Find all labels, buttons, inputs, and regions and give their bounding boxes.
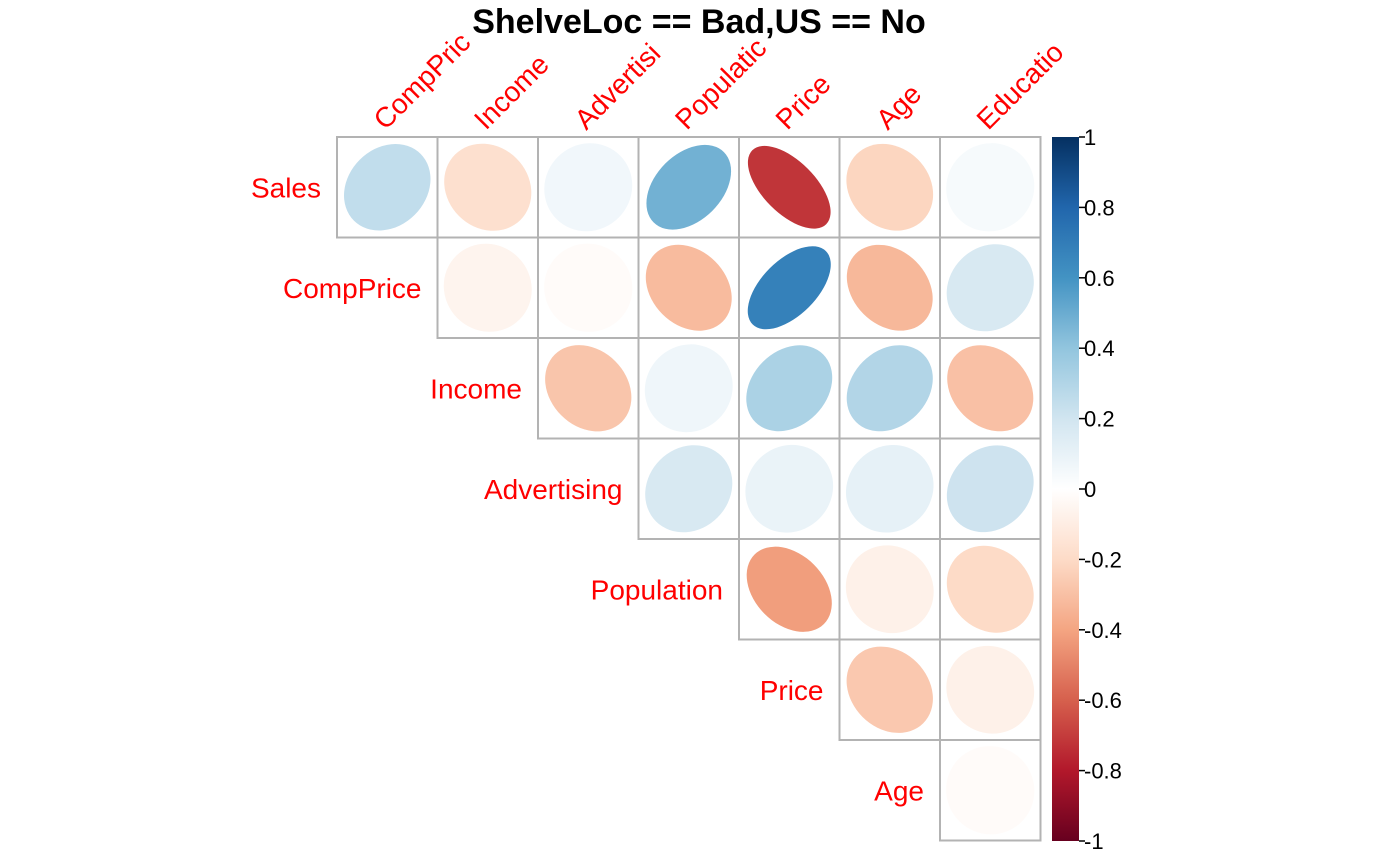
colorbar-tick-label: -0.2 (1084, 547, 1122, 572)
correlation-ellipse (444, 143, 532, 231)
correlation-ellipse (746, 345, 833, 432)
correlation-cells (336, 136, 1042, 842)
colorbar-tick-label: -1 (1084, 829, 1104, 854)
correlation-ellipse (846, 345, 933, 432)
colorbar-tick-label: 0.2 (1084, 407, 1115, 432)
colorbar-tick-label: 0.6 (1084, 266, 1115, 291)
correlation-ellipse (846, 646, 933, 733)
correlation-ellipse (946, 645, 1035, 734)
colorbar-gradient (1052, 137, 1079, 841)
column-label: Advertisi (569, 37, 667, 135)
correlation-ellipse (845, 545, 934, 634)
correlation-ellipse (645, 445, 733, 533)
column-label: CompPric (368, 26, 477, 135)
column-label: Income (468, 48, 555, 135)
correlation-ellipse (846, 244, 933, 331)
correlation-ellipse (344, 144, 431, 231)
colorbar-tick-label: 0 (1084, 477, 1096, 502)
correlation-ellipse (946, 445, 1034, 533)
row-label: Population (591, 574, 723, 605)
correlation-ellipse (645, 244, 732, 331)
row-label: Income (430, 373, 522, 404)
row-label: Advertising (484, 474, 623, 505)
row-labels: Sales CompPrice Income Advertising Populatio… (251, 172, 924, 806)
correlation-ellipse (946, 545, 1034, 633)
correlation-ellipse (947, 345, 1034, 432)
correlation-ellipse (545, 345, 632, 432)
colorbar-tick-label: 0.4 (1084, 336, 1115, 361)
column-label: Populatic (669, 32, 772, 135)
row-label: Sales (251, 172, 321, 203)
correlation-ellipse (746, 546, 832, 632)
column-label: Educatio (971, 36, 1070, 135)
colorbar-tick-label: -0.8 (1084, 759, 1122, 784)
chart-title: ShelveLoc == Bad,US == No (472, 3, 926, 41)
correlation-ellipse (747, 246, 831, 330)
row-label: Price (760, 675, 824, 706)
correlation-ellipse (646, 144, 732, 230)
correlation-ellipse (946, 244, 1034, 332)
colorbar-tick-label: -0.4 (1084, 618, 1122, 643)
row-label: Age (874, 775, 924, 806)
correlation-ellipse (946, 746, 1035, 835)
colorbar-tick-label: 1 (1084, 125, 1096, 150)
color-legend: 1 0.8 0.6 0.4 0.2 0 -0.2 -0.4 -0.6 -0.8 -1 (1052, 125, 1122, 854)
column-label: Age (870, 78, 927, 135)
correlation-ellipse (946, 143, 1035, 232)
correlation-ellipse (747, 145, 831, 229)
correlation-ellipse (845, 444, 934, 533)
correlation-ellipse (644, 344, 733, 433)
correlation-ellipse (544, 143, 633, 232)
correlation-ellipse (544, 243, 633, 332)
colorbar-tick-label: 0.8 (1084, 195, 1115, 220)
correlation-ellipse (443, 243, 532, 332)
column-label: Price (770, 68, 837, 135)
row-label: CompPrice (283, 273, 421, 304)
cell-border (939, 739, 1042, 842)
colorbar-tick-label: -0.6 (1084, 688, 1122, 713)
correlation-ellipse (846, 143, 934, 231)
correlation-ellipse (745, 444, 834, 533)
